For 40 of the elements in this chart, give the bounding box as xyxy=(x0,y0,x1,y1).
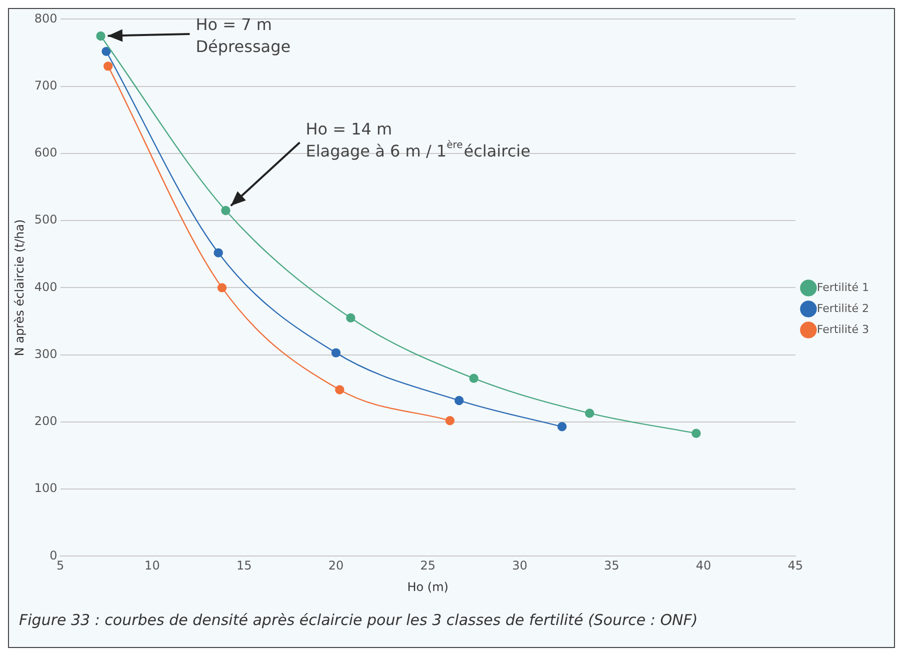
annotation: Ho = 7 m Dépressage xyxy=(196,15,291,56)
point xyxy=(445,416,455,426)
legend-label: Fertilité 3 xyxy=(816,322,870,336)
y-tick-label: 400 xyxy=(34,280,58,294)
point xyxy=(103,62,113,71)
point xyxy=(214,248,223,258)
x-tick-label: 35 xyxy=(604,558,620,573)
point xyxy=(454,396,464,406)
point xyxy=(217,283,227,292)
y-tick-label: 800 xyxy=(34,11,58,26)
x-tick-label: 25 xyxy=(420,558,436,573)
y-tick-label: 300 xyxy=(34,346,58,361)
x-tick-label: 5 xyxy=(56,558,64,573)
y-tick-label: 100 xyxy=(34,481,58,496)
x-tick-label: 45 xyxy=(788,558,804,573)
point xyxy=(346,313,356,323)
legend-label: Fertilité 1 xyxy=(816,280,870,294)
point xyxy=(692,428,701,438)
point xyxy=(102,46,111,56)
y-tick-label: 500 xyxy=(34,212,58,227)
point xyxy=(469,374,478,383)
point xyxy=(331,348,341,358)
caption: Figure 33 : courbes de densité après éclaircie pour les 3 classes de fertilité (Source : ONF) xyxy=(18,610,699,631)
x-tick-label: 40 xyxy=(696,558,712,573)
point xyxy=(584,408,594,418)
y-tick-label: 600 xyxy=(34,146,58,160)
y-tick-label: 200 xyxy=(34,414,58,428)
x-tick-label: 30 xyxy=(512,558,528,573)
x-tick-label: 10 xyxy=(144,558,160,573)
y-tick-label: 0 xyxy=(50,548,58,562)
x-tick-label: 20 xyxy=(328,558,344,573)
legend-label: Fertilité 2 xyxy=(816,302,870,315)
point xyxy=(221,206,230,216)
point xyxy=(557,422,567,432)
y-axis-title: N après éclaircie (t/ha) xyxy=(12,219,26,356)
x-tick-label: 15 xyxy=(236,558,252,573)
y-tick-label: 700 xyxy=(34,78,58,92)
x-axis-title: Ho (m) xyxy=(407,580,448,594)
point xyxy=(335,385,344,394)
point xyxy=(96,31,106,41)
